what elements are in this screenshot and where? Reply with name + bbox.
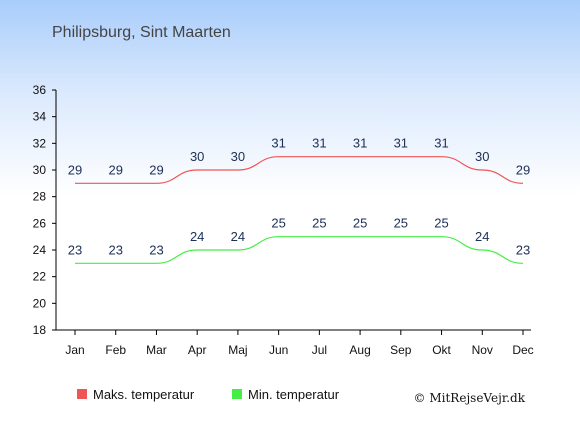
y-tick-label: 22 [33, 270, 47, 284]
data-label-max: 31 [353, 136, 367, 151]
data-label-max: 31 [312, 136, 326, 151]
y-tick-label: 24 [33, 243, 47, 257]
y-tick-label: 32 [33, 136, 47, 150]
data-label-max: 29 [516, 162, 530, 177]
y-tick-label: 34 [33, 110, 47, 124]
y-tick-label: 28 [33, 190, 47, 204]
data-label-min: 25 [434, 216, 448, 231]
x-tick-label: Okt [432, 343, 451, 357]
data-label-min: 23 [149, 242, 163, 257]
data-label-min: 23 [516, 242, 530, 257]
data-label-min: 24 [190, 229, 204, 244]
axes: 18 20 22 24 26 28 30 32 34 36 Jan Feb Mar Apr Maj Jun Ju… [33, 83, 534, 357]
data-label-min: 25 [353, 216, 367, 231]
data-label-max: 29 [149, 162, 163, 177]
y-tick-label: 26 [33, 216, 47, 230]
y-tick-label: 30 [33, 163, 47, 177]
data-label-max: 29 [68, 162, 82, 177]
series-line-min [75, 236, 524, 264]
data-label-min: 23 [68, 242, 82, 257]
series-lines [74, 156, 524, 264]
x-tick-label: Jan [65, 343, 84, 357]
x-tick-label: Apr [188, 343, 207, 357]
credit-text: © MitRejseVejr.dk [414, 391, 526, 405]
legend-label-max: Maks. temperatur [93, 387, 195, 402]
x-tick-label: Dec [512, 343, 533, 357]
data-label-min: 23 [108, 242, 122, 257]
legend-label-min: Min. temperatur [248, 387, 340, 402]
data-label-max: 30 [475, 149, 489, 164]
data-labels: 29 29 29 30 30 31 31 31 31 31 30 29 23 23 23 24 24 25 25 25… [68, 136, 530, 258]
data-label-min: 24 [475, 229, 489, 244]
x-tick-label: Nov [472, 343, 493, 357]
data-label-max: 31 [434, 136, 448, 151]
x-tick-label: Sep [390, 343, 412, 357]
legend-swatch-max [77, 389, 87, 399]
series-line-max [74, 156, 524, 184]
legend-swatch-min [232, 389, 242, 399]
data-label-max: 30 [231, 149, 245, 164]
data-label-min: 24 [231, 229, 245, 244]
x-tick-label: Aug [349, 343, 370, 357]
legend: Maks. temperatur Min. temperatur [77, 387, 340, 402]
y-tick-label: 20 [33, 296, 47, 310]
data-label-max: 30 [190, 149, 204, 164]
data-label-min: 25 [394, 216, 408, 231]
x-tick-label: Maj [228, 343, 247, 357]
y-tick-label: 18 [33, 323, 47, 337]
x-tick-label: Jun [269, 343, 288, 357]
x-tick-label: Jul [312, 343, 327, 357]
data-label-max: 31 [394, 136, 408, 151]
x-tick-label: Feb [105, 343, 126, 357]
data-label-min: 25 [271, 216, 285, 231]
y-tick-label: 36 [33, 83, 47, 97]
data-label-max: 29 [108, 162, 122, 177]
data-label-max: 31 [271, 136, 285, 151]
chart-title: Philipsburg, Sint Maarten [52, 24, 231, 41]
x-tick-label: Mar [146, 343, 167, 357]
data-label-min: 25 [312, 216, 326, 231]
